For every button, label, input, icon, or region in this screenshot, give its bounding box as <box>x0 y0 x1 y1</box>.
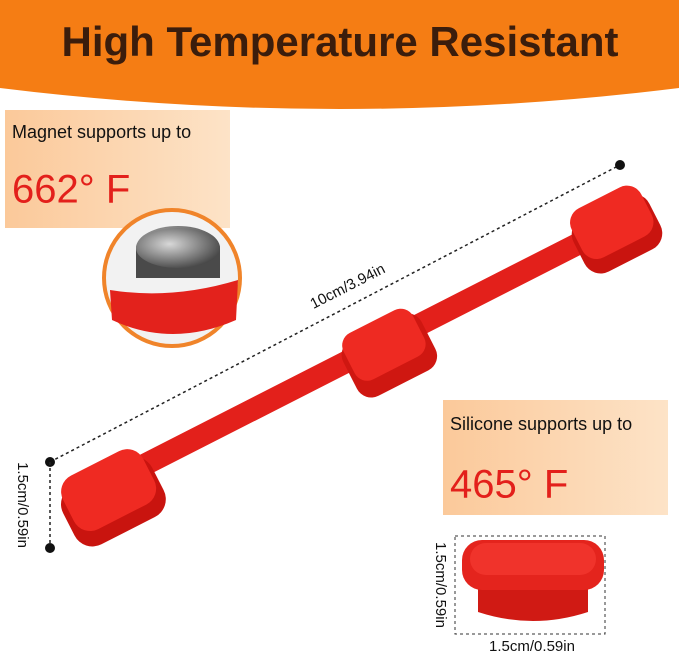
length-label: 10cm/3.94in <box>307 260 388 312</box>
piece-height-label: 1.5cm/0.59in <box>432 542 449 628</box>
length-line <box>49 164 621 463</box>
inset-silicone <box>110 280 238 334</box>
silicone-label: Silicone supports up to <box>450 414 632 434</box>
end-pad-left <box>60 449 166 547</box>
magnet-temp: 662° F <box>12 168 130 212</box>
silicone-temp: 465° F <box>450 463 568 507</box>
piece-frame <box>454 535 606 635</box>
dot <box>45 543 55 553</box>
piece-width-label: 1.5cm/0.59in <box>489 638 575 655</box>
magnet-box <box>5 110 230 228</box>
dot <box>615 160 625 170</box>
silicone-box <box>443 400 668 515</box>
title: High Temperature Resistant <box>61 18 618 65</box>
magnet-label: Magnet supports up to <box>12 122 191 142</box>
middle-block <box>341 308 438 398</box>
header-band <box>0 0 679 109</box>
magnet-top <box>136 228 220 268</box>
piece-face <box>470 543 596 575</box>
end-pad-right <box>570 185 663 274</box>
strap-width-label: 1.5cm/0.59in <box>14 462 31 548</box>
